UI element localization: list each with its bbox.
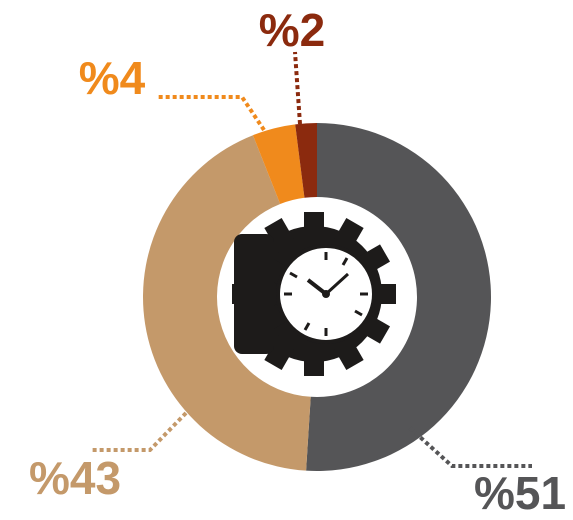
leader-line — [410, 428, 532, 466]
leader-line — [90, 413, 186, 450]
value-label: %2 — [259, 4, 325, 56]
value-label: %43 — [29, 452, 121, 504]
center-icon — [232, 212, 396, 376]
value-label: %4 — [79, 52, 146, 104]
chart: %51 %43 %4 %2 — [0, 0, 573, 520]
leader-line — [156, 97, 264, 130]
value-label: %51 — [474, 467, 566, 519]
leader-line — [295, 52, 300, 124]
